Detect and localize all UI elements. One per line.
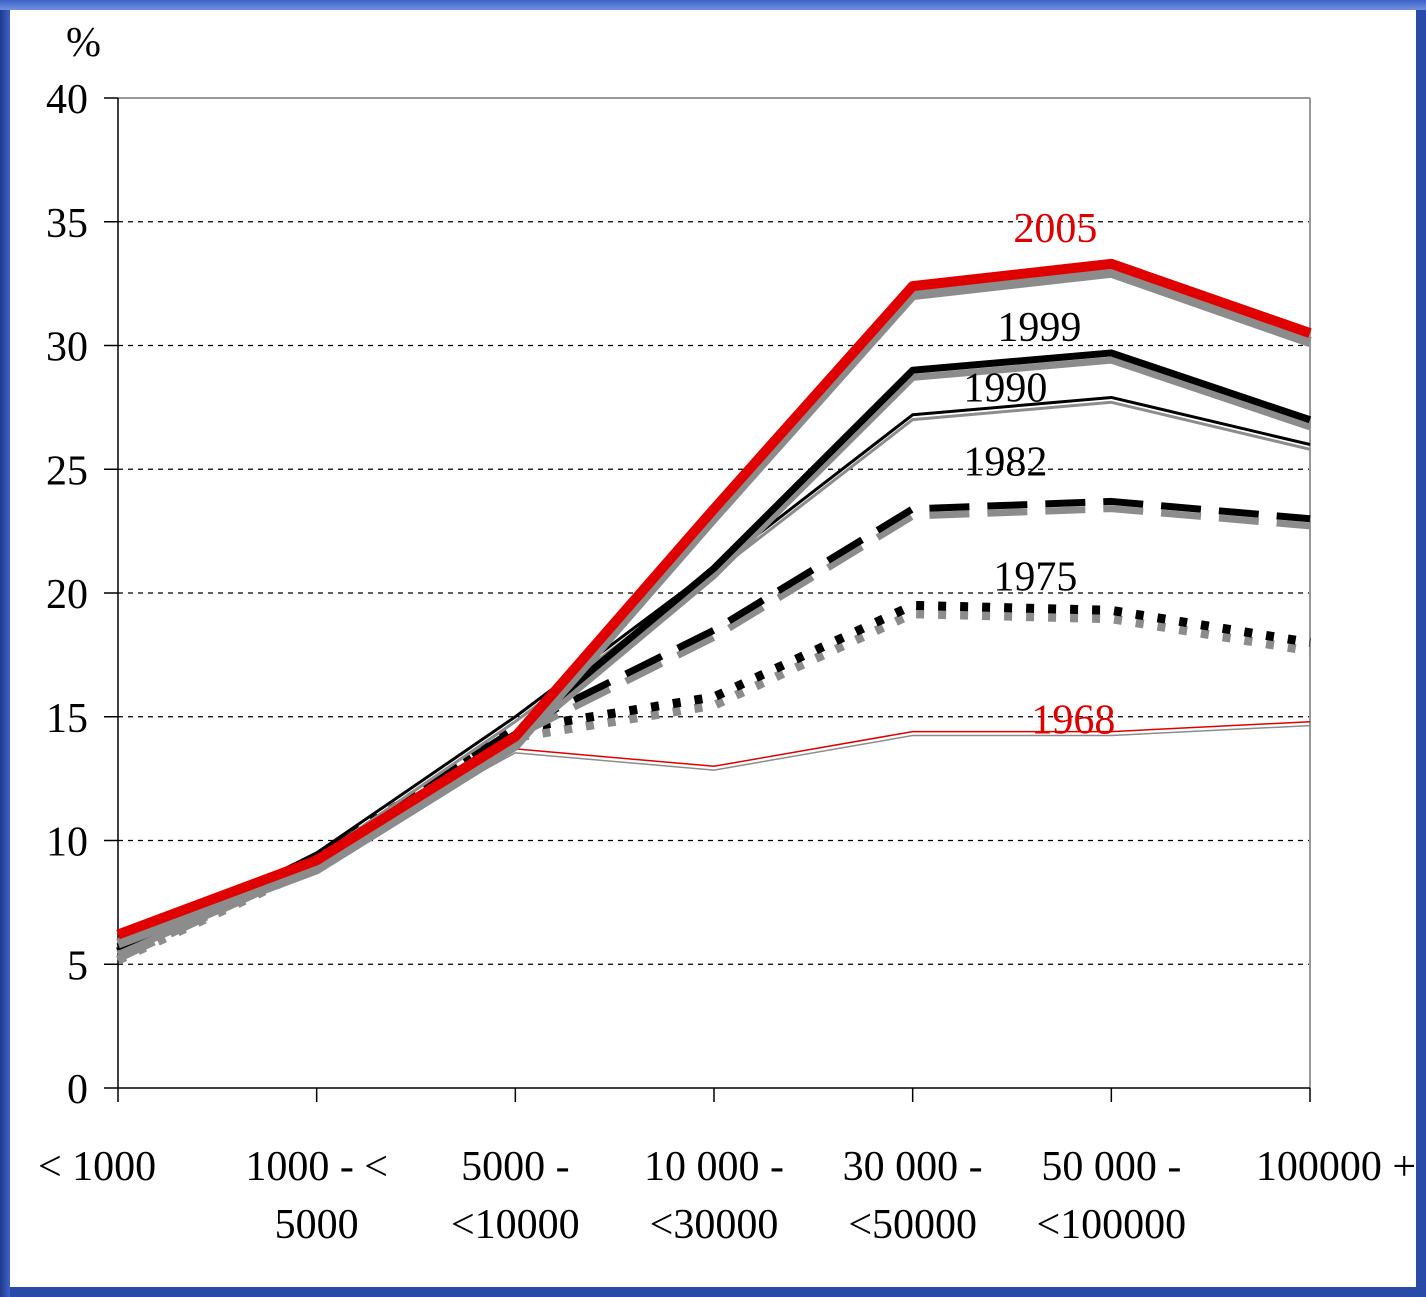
axes xyxy=(104,97,1311,1102)
tick-labels: 0 5 10 15 20 25 30 35 40% < 1000 1000 - < 5000 5000 … xyxy=(38,20,1416,1248)
series-line-1999 xyxy=(116,349,1312,951)
x-tick-label: 50 000 - xyxy=(1041,1144,1181,1190)
x-tick-label: 5000 - xyxy=(461,1144,570,1190)
y-tick-label: 25 xyxy=(46,448,88,494)
series-line-2005 xyxy=(116,258,1312,940)
x-tick-label: <100000 xyxy=(1036,1202,1186,1248)
y-tick-label: 0 xyxy=(67,1067,88,1113)
series-label-1990: 1990 xyxy=(963,365,1047,411)
y-axis-label: % xyxy=(66,20,101,66)
series-line-1968 xyxy=(117,720,1311,953)
y-tick-label: 10 xyxy=(46,820,88,866)
series-label-2005: 2005 xyxy=(1013,206,1097,252)
x-tick-label: <10000 xyxy=(451,1202,580,1248)
series-labels: 1968 1975 1982 1990 1999 2005 xyxy=(963,206,1115,744)
series-lines xyxy=(116,258,1312,965)
y-tick-label: 15 xyxy=(46,696,88,742)
slide-border-left xyxy=(0,0,10,1297)
chart-frame xyxy=(10,10,1416,1287)
series-shadow-1982 xyxy=(116,505,1311,963)
x-tick-label: 1000 - < xyxy=(245,1144,388,1190)
series-label-1999: 1999 xyxy=(997,305,1081,351)
gridlines xyxy=(118,97,1310,965)
y-tick-label: 40 xyxy=(46,77,88,123)
x-tick-label: <50000 xyxy=(848,1202,977,1248)
x-tick-label: < 1000 xyxy=(38,1144,156,1190)
series-label-1975: 1975 xyxy=(993,554,1077,600)
series-label-1968: 1968 xyxy=(1031,698,1115,744)
series-label-1982: 1982 xyxy=(963,439,1047,485)
x-tick-label: 5000 xyxy=(275,1202,359,1248)
series-line-1975 xyxy=(116,600,1311,956)
y-tick-label: 5 xyxy=(67,943,88,989)
series-shadow-2005 xyxy=(116,267,1312,949)
y-tick-label: 35 xyxy=(46,201,88,247)
y-tick-label: 20 xyxy=(46,572,88,618)
x-tick-label: <30000 xyxy=(650,1202,779,1248)
x-tick-label: 30 000 - xyxy=(843,1144,983,1190)
x-tick-label: 100000 + xyxy=(1256,1144,1416,1190)
y-tick-label: 30 xyxy=(46,325,88,371)
series-line-1982 xyxy=(116,497,1311,956)
x-tick-label: 10 000 - xyxy=(644,1144,784,1190)
series-shadow-1975 xyxy=(116,609,1311,965)
slide-border-top xyxy=(0,0,1426,10)
